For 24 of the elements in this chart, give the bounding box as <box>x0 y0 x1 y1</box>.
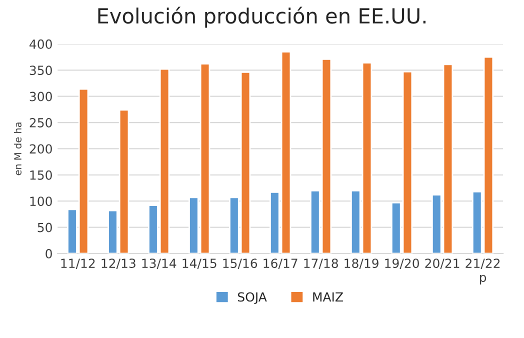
x-tick-label: 12/13 <box>102 258 136 270</box>
y-axis-title: en M de ha <box>14 122 22 176</box>
x-tick-label: 17/18 <box>304 258 338 270</box>
x-tick-label: 14/15 <box>182 258 216 270</box>
y-tick-label: 250 <box>30 118 52 128</box>
x-tick-label: 18/19 <box>344 258 378 270</box>
y-tick-label: 200 <box>30 144 52 154</box>
x-tick-label: 13/14 <box>142 258 176 270</box>
y-tick-label: 150 <box>30 170 52 180</box>
y-tick-label: 400 <box>30 39 52 49</box>
y-tick-label: 0 <box>46 248 52 258</box>
x-tick-label: 15/16 <box>223 258 258 270</box>
y-tick-label: 100 <box>30 196 52 206</box>
legend-label: SOJA <box>238 292 267 304</box>
legend-label: MAIZ <box>313 292 343 302</box>
x-tick-label: 20/21 <box>425 258 460 270</box>
x-tick-label: 21/22 p <box>466 258 500 284</box>
y-tick-label: 300 <box>30 92 52 102</box>
chart-title: Evolución producción en EE.UU. <box>98 6 426 28</box>
x-tick-label: 16/17 <box>264 258 298 270</box>
x-tick-label: 19/20 <box>385 258 419 270</box>
y-tick-label: 350 <box>30 66 52 76</box>
x-tick-label: 11/12 <box>61 258 95 270</box>
y-tick-label: 50 <box>38 222 52 232</box>
